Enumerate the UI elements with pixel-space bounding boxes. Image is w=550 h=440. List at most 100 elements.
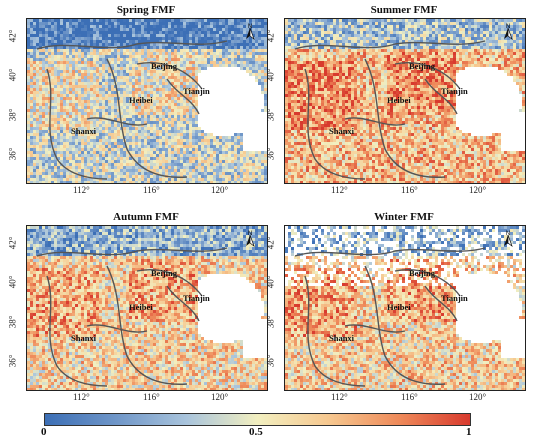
fmf-cell xyxy=(111,58,114,61)
fmf-cell xyxy=(84,31,87,34)
fmf-cell xyxy=(114,148,117,151)
fmf-cell xyxy=(219,139,222,142)
fmf-cell xyxy=(225,52,228,55)
fmf-cell xyxy=(78,127,81,130)
fmf-cell xyxy=(51,178,54,181)
fmf-cell xyxy=(477,55,480,58)
fmf-cell xyxy=(441,25,444,28)
fmf-cell xyxy=(156,175,159,178)
fmf-cell xyxy=(414,28,417,31)
fmf-cell xyxy=(84,160,87,163)
fmf-cell xyxy=(165,142,168,145)
fmf-cell xyxy=(195,181,198,183)
fmf-cell xyxy=(105,136,108,139)
fmf-cell xyxy=(471,43,474,46)
fmf-cell xyxy=(30,160,33,163)
fmf-cell xyxy=(150,142,153,145)
fmf-cell xyxy=(318,43,321,46)
fmf-cell xyxy=(90,181,93,183)
fmf-cell xyxy=(90,55,93,58)
fmf-cell xyxy=(108,88,111,91)
fmf-cell xyxy=(147,181,150,183)
fmf-cell xyxy=(93,145,96,148)
fmf-cell xyxy=(57,31,60,34)
fmf-cell xyxy=(156,133,159,136)
fmf-cell xyxy=(210,175,213,178)
fmf-cell xyxy=(483,19,486,22)
fmf-cell xyxy=(162,181,165,183)
fmf-cell xyxy=(138,82,141,85)
fmf-cell xyxy=(27,19,30,22)
fmf-cell xyxy=(240,157,243,160)
fmf-cell xyxy=(219,148,222,151)
fmf-cell xyxy=(327,19,330,22)
fmf-cell xyxy=(66,163,69,166)
fmf-cell xyxy=(132,100,135,103)
fmf-cell xyxy=(264,31,267,34)
fmf-cell xyxy=(186,160,189,163)
fmf-cell xyxy=(33,94,36,97)
fmf-cell xyxy=(132,118,135,121)
fmf-cell xyxy=(75,109,78,112)
fmf-cell xyxy=(105,163,108,166)
fmf-cell xyxy=(204,28,207,31)
fmf-cell xyxy=(174,178,177,181)
fmf-cell xyxy=(252,166,255,169)
fmf-cell xyxy=(339,52,342,55)
fmf-cell xyxy=(324,25,327,28)
fmf-cell xyxy=(132,112,135,115)
fmf-cell xyxy=(174,70,177,73)
fmf-cell xyxy=(105,157,108,160)
fmf-cell xyxy=(147,91,150,94)
fmf-cell xyxy=(54,82,57,85)
fmf-cell xyxy=(420,46,423,49)
fmf-cell xyxy=(168,172,171,175)
fmf-cell xyxy=(204,148,207,151)
fmf-cell xyxy=(222,55,225,58)
fmf-cell xyxy=(111,109,114,112)
fmf-cell xyxy=(90,106,93,109)
fmf-cell xyxy=(219,160,222,163)
fmf-cell xyxy=(42,124,45,127)
fmf-cell xyxy=(516,25,519,28)
fmf-cell xyxy=(117,94,120,97)
fmf-cell xyxy=(258,55,261,58)
fmf-cell xyxy=(438,49,441,52)
fmf-cell xyxy=(84,157,87,160)
fmf-cell xyxy=(222,34,225,37)
fmf-cell xyxy=(36,133,39,136)
fmf-cell xyxy=(39,85,42,88)
fmf-cell xyxy=(453,28,456,31)
fmf-cell xyxy=(78,28,81,31)
fmf-cell xyxy=(174,181,177,183)
fmf-cell xyxy=(255,79,258,82)
fmf-cell xyxy=(252,25,255,28)
fmf-cell xyxy=(159,130,162,133)
fmf-cell xyxy=(90,166,93,169)
fmf-cell xyxy=(42,151,45,154)
fmf-cell xyxy=(228,49,231,52)
fmf-cell xyxy=(426,40,429,43)
fmf-cell xyxy=(168,154,171,157)
fmf-cell xyxy=(402,58,405,61)
fmf-cell xyxy=(63,22,66,25)
fmf-cell xyxy=(150,103,153,106)
fmf-cell xyxy=(426,25,429,28)
fmf-cell xyxy=(30,181,33,183)
fmf-cell xyxy=(456,22,459,25)
fmf-cell xyxy=(156,28,159,31)
fmf-cell xyxy=(174,61,177,64)
fmf-cell xyxy=(177,148,180,151)
fmf-cell xyxy=(120,136,123,139)
fmf-cell xyxy=(54,139,57,142)
fmf-cell xyxy=(90,169,93,172)
fmf-cell xyxy=(99,37,102,40)
fmf-cell xyxy=(75,103,78,106)
fmf-cell xyxy=(93,49,96,52)
fmf-cell xyxy=(186,82,189,85)
fmf-cell xyxy=(183,121,186,124)
fmf-cell xyxy=(303,43,306,46)
fmf-cell xyxy=(105,37,108,40)
fmf-cell xyxy=(249,70,252,73)
fmf-cell xyxy=(474,49,477,52)
